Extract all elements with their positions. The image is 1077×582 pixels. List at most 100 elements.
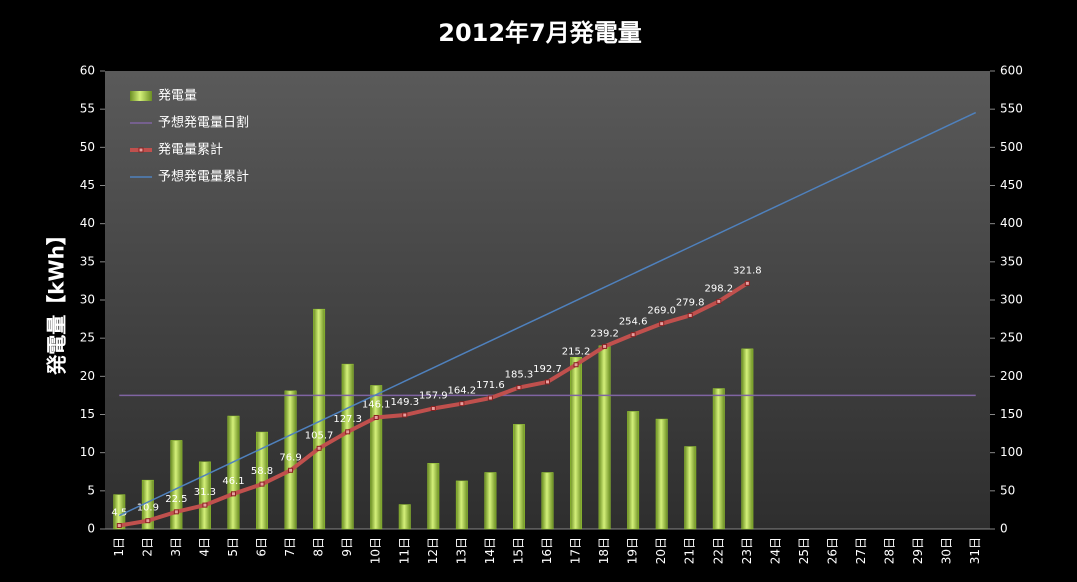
bar	[198, 461, 211, 530]
x-tick-label: 31日	[968, 537, 982, 564]
marker	[630, 332, 636, 338]
bar	[512, 424, 525, 530]
y2-tick-label: 0	[1000, 522, 1008, 536]
x-tick-label: 12日	[426, 537, 440, 564]
y2-tick-label: 600	[1000, 64, 1023, 78]
marker	[573, 362, 579, 368]
marker	[659, 321, 665, 327]
marker	[516, 385, 522, 391]
data-label: 192.7	[533, 364, 562, 375]
x-tick-label: 8日	[312, 537, 326, 557]
y-tick-label: 45	[80, 178, 95, 192]
data-label: 185.3	[505, 370, 534, 381]
x-tick-label: 22日	[711, 537, 725, 564]
data-label: 254.6	[619, 317, 648, 328]
y-tick-label: 5	[87, 483, 95, 497]
data-label: 146.1	[362, 399, 391, 410]
marker	[687, 312, 693, 318]
y2-tick-label: 400	[1000, 216, 1023, 230]
x-tick-label: 25日	[797, 537, 811, 564]
x-tick-label: 16日	[540, 537, 554, 564]
bar	[284, 390, 297, 530]
data-label: 4.5	[111, 508, 127, 519]
bar	[227, 415, 240, 530]
x-tick-label: 19日	[626, 537, 640, 564]
marker	[116, 523, 122, 529]
x-tick-label: 23日	[740, 537, 754, 564]
y-tick-label: 10	[80, 445, 95, 459]
data-label: 239.2	[590, 328, 619, 339]
data-label: 46.1	[222, 476, 244, 487]
data-label: 58.8	[251, 466, 273, 477]
marker	[545, 379, 550, 385]
data-label: 164.2	[448, 386, 477, 397]
x-tick-label: 26日	[825, 537, 839, 564]
x-tick-label: 30日	[940, 537, 954, 564]
data-label: 10.9	[137, 503, 159, 514]
y2-tick-label: 350	[1000, 254, 1023, 268]
y-tick-label: 20	[80, 369, 95, 383]
y2-tick-label: 300	[1000, 293, 1023, 307]
bar	[170, 440, 183, 530]
y-tick-label: 55	[80, 102, 95, 116]
data-label: 31.3	[194, 487, 216, 498]
x-tick-label: 7日	[283, 537, 297, 557]
data-label: 279.8	[676, 297, 705, 308]
marker	[459, 401, 465, 407]
bar	[655, 418, 668, 530]
marker	[230, 491, 236, 497]
x-tick-label: 13日	[454, 537, 468, 564]
marker	[716, 298, 722, 304]
legend-label: 発電量	[158, 89, 197, 104]
legend-marker	[138, 147, 144, 153]
data-label: 321.8	[733, 265, 762, 276]
marker	[602, 343, 608, 349]
marker	[402, 412, 408, 418]
line	[118, 111, 977, 517]
marker	[202, 502, 208, 508]
bar	[712, 388, 725, 530]
y-tick-label: 35	[80, 254, 95, 268]
y-tick-label: 0	[87, 522, 95, 536]
data-label: 298.2	[704, 283, 733, 294]
x-tick-label: 18日	[597, 537, 611, 564]
data-label: 215.2	[562, 347, 591, 358]
bar	[113, 494, 126, 530]
x-tick-label: 14日	[483, 537, 497, 564]
x-tick-label: 28日	[883, 537, 897, 564]
marker	[145, 518, 151, 524]
y2-tick-label: 450	[1000, 178, 1023, 192]
legend-label: 発電量累計	[158, 142, 223, 158]
bar	[484, 472, 497, 530]
y-tick-label: 50	[80, 140, 95, 154]
y-tick-label: 60	[80, 64, 95, 78]
data-label: 127.3	[333, 414, 362, 425]
y2-tick-label: 250	[1000, 331, 1023, 345]
y2-tick-label: 550	[1000, 102, 1023, 116]
x-tick-label: 10日	[369, 537, 383, 564]
bar	[684, 446, 697, 530]
y2-tick-label: 150	[1000, 407, 1023, 421]
x-tick-label: 11日	[397, 537, 411, 564]
legend-label: 予想発電量累計	[158, 169, 249, 185]
bar	[427, 463, 440, 530]
bar	[398, 504, 411, 530]
legend-swatch	[130, 91, 152, 101]
legend-label: 予想発電量日割	[158, 115, 249, 131]
x-tick-label: 17日	[569, 537, 583, 564]
x-tick-label: 21日	[683, 537, 697, 564]
x-tick-label: 29日	[911, 537, 925, 564]
data-label: 22.5	[165, 494, 187, 505]
data-label: 157.9	[419, 390, 448, 401]
bar	[370, 385, 383, 530]
x-tick-label: 2日	[140, 537, 154, 557]
x-tick-label: 24日	[768, 537, 782, 564]
y-tick-label: 30	[80, 293, 95, 307]
bar	[598, 345, 611, 530]
y-tick-label: 25	[80, 331, 95, 345]
y2-tick-label: 500	[1000, 140, 1023, 154]
data-label: 149.3	[390, 397, 419, 408]
marker	[487, 395, 493, 401]
bar	[341, 363, 354, 530]
marker	[345, 429, 351, 435]
